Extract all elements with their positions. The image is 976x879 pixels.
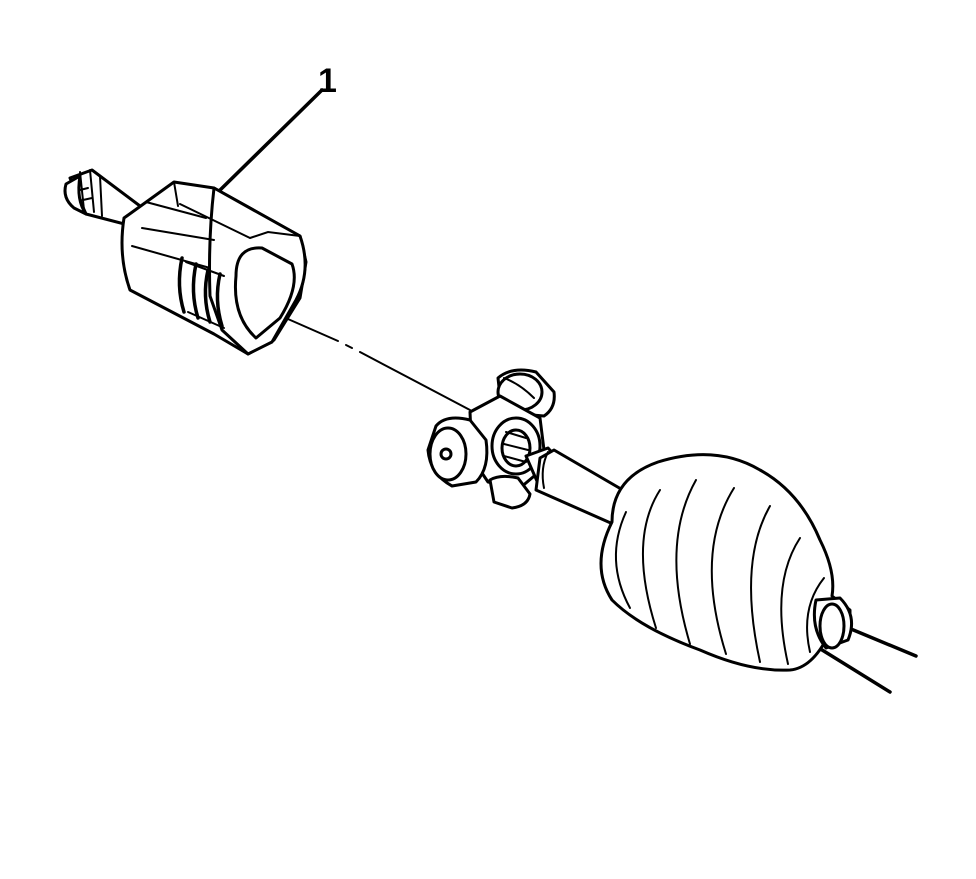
protective-boot [599, 453, 854, 672]
tripod-spider [426, 368, 570, 510]
alignment-centerline [271, 311, 471, 411]
callout-1-label: 1 [318, 62, 337, 100]
outer-housing [63, 168, 308, 356]
callout-1-leader [212, 88, 324, 198]
